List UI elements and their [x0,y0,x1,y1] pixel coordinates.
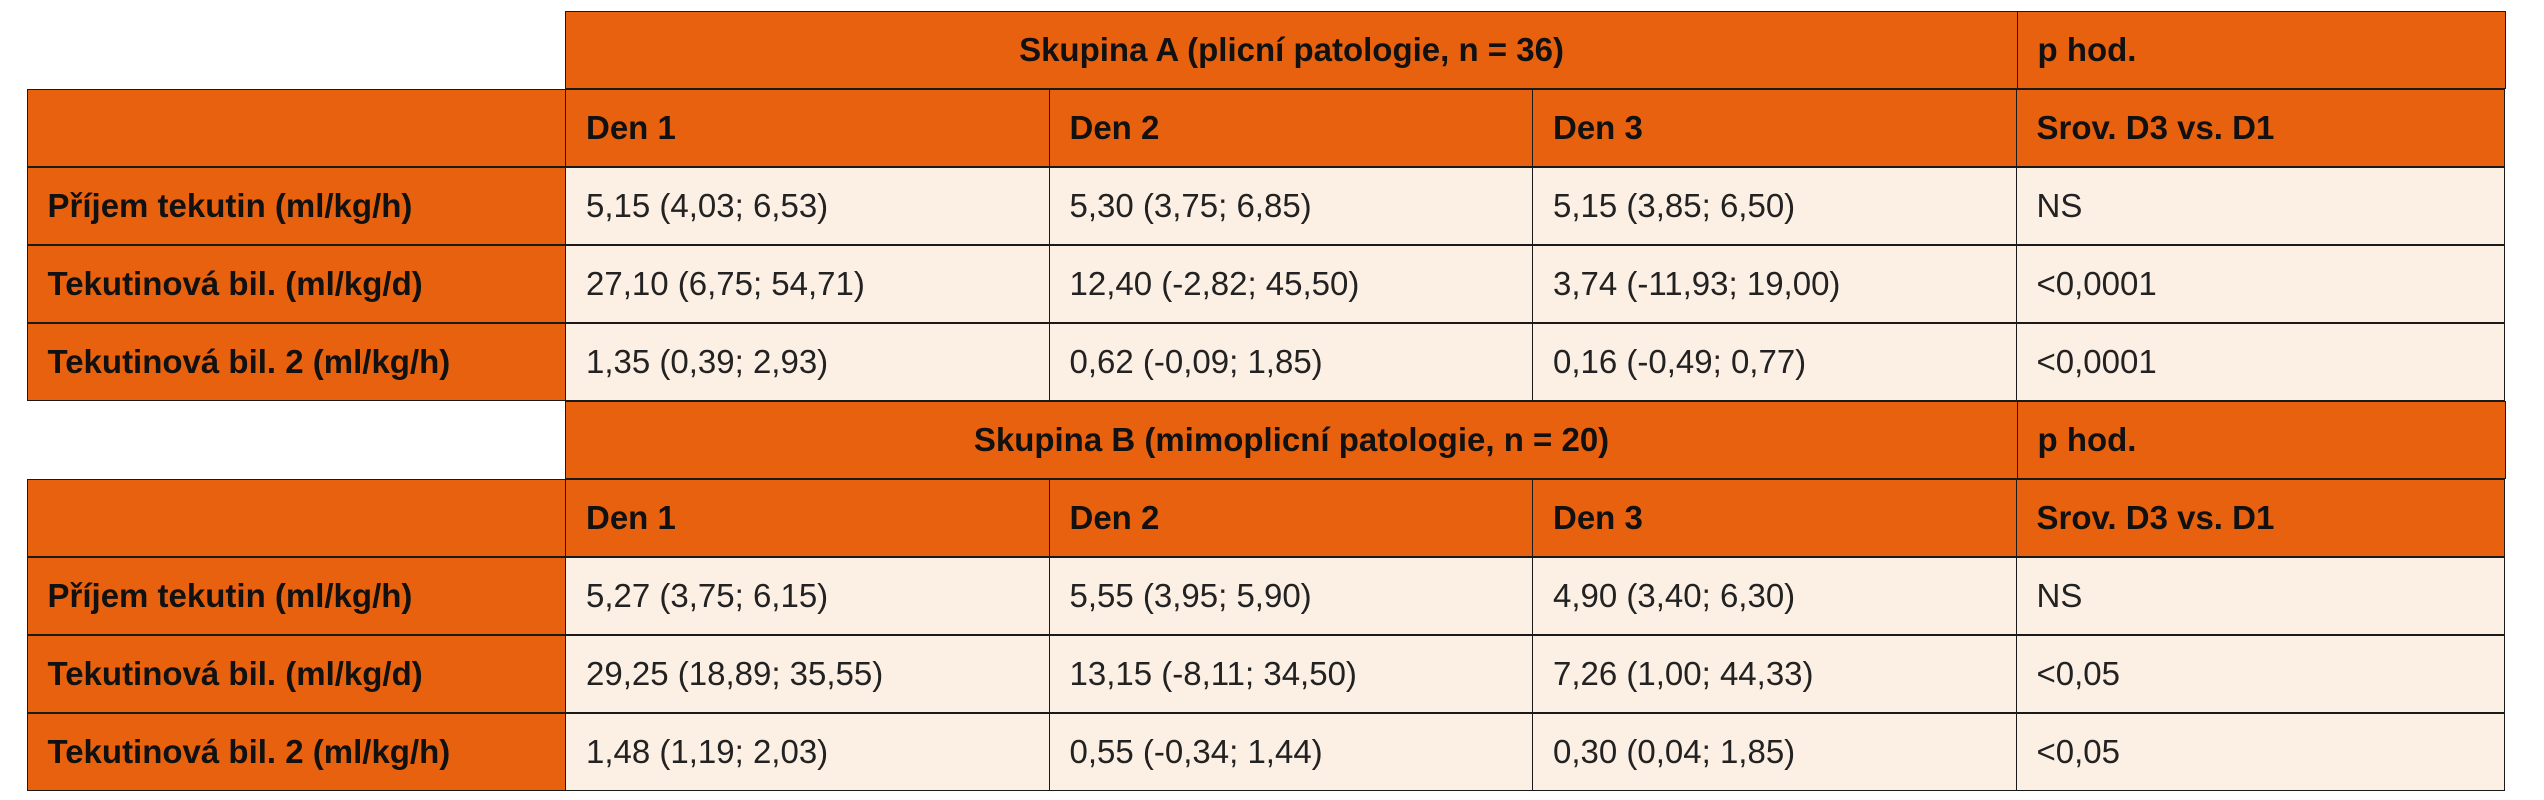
p-value-cell: <0,0001 [2015,244,2505,323]
value-cell: 27,10 (6,75; 54,71) [565,244,1050,323]
table-row: Tekutinová bil. 2 (ml/kg/h) 1,48 (1,19; … [26,712,2510,792]
table-row: Tekutinová bil. 2 (ml/kg/h) 1,35 (0,39; … [26,322,2510,402]
p-value-cell: <0,05 [2015,712,2505,791]
value-cell: 1,35 (0,39; 2,93) [565,322,1050,401]
row-label: Příjem tekutin (ml/kg/h) [26,556,567,635]
group-b-col-comparison: Srov. D3 vs. D1 [2015,478,2505,557]
results-table: Skupina A (plicní patologie, n = 36) p h… [26,10,2510,792]
value-cell: 5,15 (3,85; 6,50) [1532,166,2017,245]
group-a-title: Skupina A (plicní patologie, n = 36) [565,10,2018,89]
group-b-p-header: p hod. [2016,400,2506,479]
group-a-p-header: p hod. [2016,10,2506,89]
p-value-cell: NS [2015,556,2505,635]
table-row: Tekutinová bil. (ml/kg/d) 29,25 (18,89; … [26,634,2510,714]
p-value-cell: <0,05 [2015,634,2505,713]
group-b-col-day3: Den 3 [1532,478,2017,557]
group-a-column-header-row: Den 1 Den 2 Den 3 Srov. D3 vs. D1 [26,88,2510,168]
group-a-col-day3: Den 3 [1532,88,2017,167]
p-value-cell: <0,0001 [2015,322,2505,401]
value-cell: 0,55 (-0,34; 1,44) [1048,712,1534,791]
row-label-header-blank [26,88,567,167]
group-a-title-row: Skupina A (plicní patologie, n = 36) p h… [27,10,2510,90]
value-cell: 5,15 (4,03; 6,53) [565,166,1050,245]
value-cell: 5,30 (3,75; 6,85) [1048,166,1534,245]
value-cell: 0,62 (-0,09; 1,85) [1048,322,1534,401]
empty-corner-cell [27,401,567,479]
row-label-header-blank [26,478,567,557]
value-cell: 12,40 (-2,82; 45,50) [1048,244,1534,323]
group-a-col-comparison: Srov. D3 vs. D1 [2015,88,2505,167]
group-b-column-header-row: Den 1 Den 2 Den 3 Srov. D3 vs. D1 [26,478,2510,558]
value-cell: 29,25 (18,89; 35,55) [565,634,1050,713]
row-label: Tekutinová bil. (ml/kg/d) [26,634,567,713]
table-row: Tekutinová bil. (ml/kg/d) 27,10 (6,75; 5… [26,244,2510,324]
value-cell: 5,27 (3,75; 6,15) [565,556,1050,635]
row-label: Tekutinová bil. (ml/kg/d) [26,244,567,323]
value-cell: 5,55 (3,95; 5,90) [1048,556,1534,635]
empty-corner-cell [27,11,567,89]
value-cell: 0,30 (0,04; 1,85) [1532,712,2017,791]
value-cell: 0,16 (-0,49; 0,77) [1532,322,2017,401]
row-label: Příjem tekutin (ml/kg/h) [26,166,567,245]
group-a-col-day2: Den 2 [1048,88,1534,167]
value-cell: 13,15 (-8,11; 34,50) [1048,634,1534,713]
group-b-title-row: Skupina B (mimoplicní patologie, n = 20)… [27,400,2510,480]
value-cell: 7,26 (1,00; 44,33) [1532,634,2017,713]
group-b-col-day2: Den 2 [1048,478,1534,557]
group-a-col-day1: Den 1 [565,88,1050,167]
value-cell: 3,74 (-11,93; 19,00) [1532,244,2017,323]
value-cell: 1,48 (1,19; 2,03) [565,712,1050,791]
table-row: Příjem tekutin (ml/kg/h) 5,27 (3,75; 6,1… [26,556,2510,636]
p-value-cell: NS [2015,166,2505,245]
table-row: Příjem tekutin (ml/kg/h) 5,15 (4,03; 6,5… [26,166,2510,246]
group-b-col-day1: Den 1 [565,478,1050,557]
row-label: Tekutinová bil. 2 (ml/kg/h) [26,322,567,401]
value-cell: 4,90 (3,40; 6,30) [1532,556,2017,635]
group-b-title: Skupina B (mimoplicní patologie, n = 20) [565,400,2018,479]
row-label: Tekutinová bil. 2 (ml/kg/h) [26,712,567,791]
